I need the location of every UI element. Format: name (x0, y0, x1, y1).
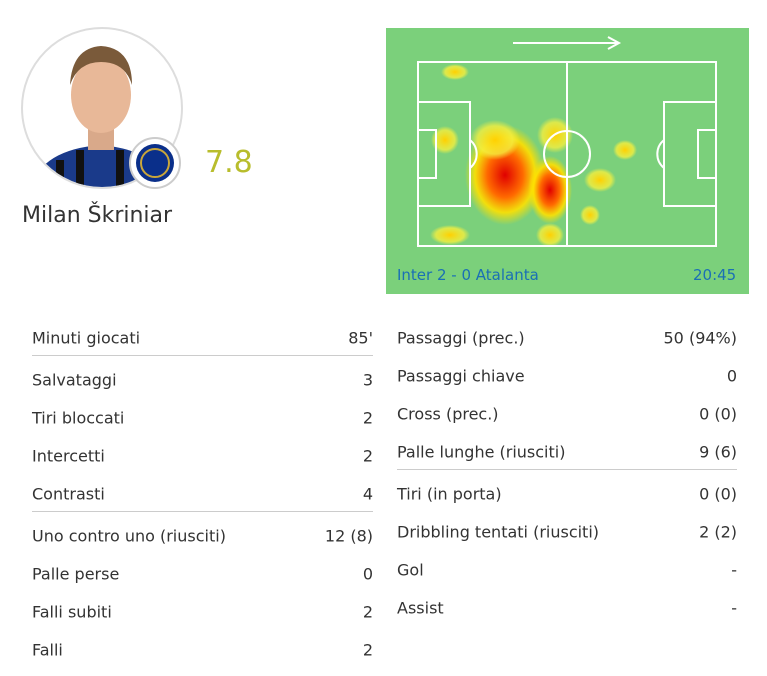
separator (32, 511, 373, 512)
stat-value: 0 (0) (699, 404, 737, 424)
stat-label: Cross (prec.) (397, 404, 499, 424)
stat-label: Passaggi chiave (397, 366, 525, 386)
stat-value: 2 (362, 408, 373, 428)
stat-value: 2 (362, 640, 373, 660)
stat-label: Salvataggi (32, 370, 117, 390)
stat-value: 0 (0) (699, 484, 737, 504)
stat-value: - (731, 598, 737, 618)
player-name: Milan Škriniar (22, 203, 173, 228)
stat-value: 85' (348, 328, 373, 348)
stat-value: 2 (362, 446, 373, 466)
stat-value: 3 (362, 370, 373, 390)
stat-label: Minuti giocati (32, 328, 141, 348)
stat-label: Passaggi (prec.) (397, 328, 525, 348)
separator (32, 355, 373, 356)
stat-value: 50 (94%) (663, 328, 738, 348)
stat-label: Dribbling tentati (riusciti) (397, 522, 600, 542)
stat-value: 12 (8) (324, 526, 373, 546)
stat-value: 0 (726, 366, 737, 386)
stat-label: Tiri bloccati (32, 408, 125, 428)
stat-label: Intercetti (32, 446, 105, 466)
stat-value: 4 (362, 484, 373, 504)
stat-label: Contrasti (32, 484, 105, 504)
stat-value: 2 (362, 602, 373, 622)
header-graphics (21, 27, 749, 294)
stat-value: - (731, 560, 737, 580)
stat-label: Palle perse (32, 564, 120, 584)
stat-label: Falli (32, 640, 63, 660)
pitch-lines (417, 36, 717, 247)
rating: 7.8 (205, 145, 253, 180)
stat-label: Uno contro uno (riusciti) (32, 526, 226, 546)
stat-value: 2 (2) (699, 522, 737, 542)
match-score: Inter 2 - 0 Atalanta (397, 266, 539, 284)
heatmap (430, 64, 637, 247)
stat-label: Falli subiti (32, 602, 112, 622)
stat-label: Palle lunghe (riusciti) (397, 442, 566, 462)
stat-value: 9 (6) (699, 442, 737, 462)
stat-label: Gol (397, 560, 424, 580)
separator (397, 469, 737, 470)
match-time: 20:45 (693, 266, 737, 284)
club-badge-ring (140, 148, 170, 178)
stat-label: Tiri (in porta) (397, 484, 502, 504)
stat-value: 0 (362, 564, 373, 584)
stat-label: Assist (397, 598, 444, 618)
